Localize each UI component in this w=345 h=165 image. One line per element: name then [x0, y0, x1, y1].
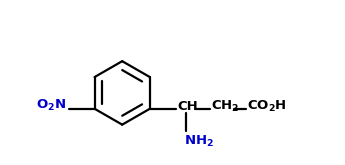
Text: $\mathregular{CO_2H}$: $\mathregular{CO_2H}$: [247, 99, 287, 114]
Text: $\mathregular{O_2N}$: $\mathregular{O_2N}$: [36, 98, 66, 113]
Text: $\mathregular{CH_2}$: $\mathregular{CH_2}$: [210, 99, 239, 114]
Text: CH: CH: [178, 100, 198, 113]
Text: $\mathregular{NH_2}$: $\mathregular{NH_2}$: [184, 133, 214, 149]
